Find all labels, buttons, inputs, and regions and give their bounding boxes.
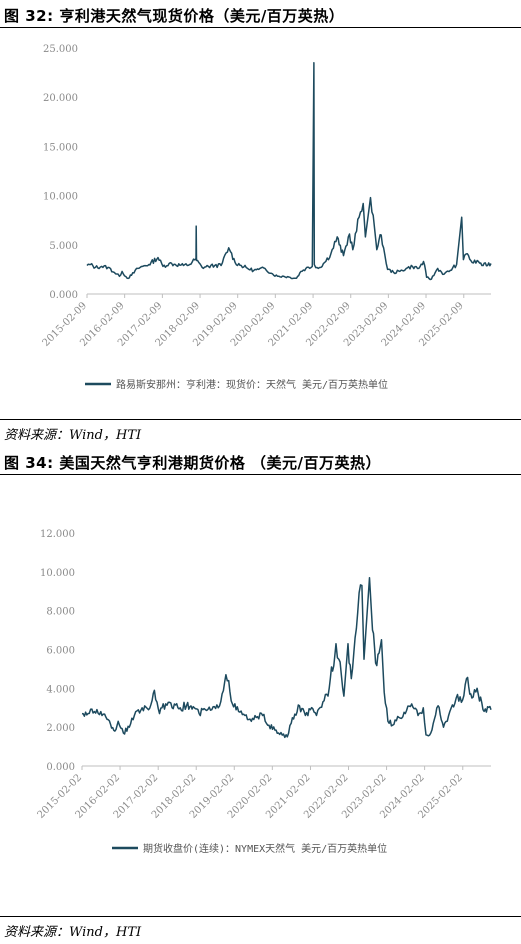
y-tick-label: 8.000 [46,607,75,618]
y-tick-label: 5.000 [49,241,78,252]
y-tick-label: 15.000 [43,142,78,153]
figure-34-title: 图 34: 美国天然气亨利港期货价格 （美元/百万英热） [4,454,382,472]
figure-34-title-rule [0,474,521,475]
figure-34-bottom-rule [0,916,521,917]
figure-32-title-rule [0,27,521,28]
figure-34-source: 资料来源：Wind，HTI [4,925,142,940]
legend-label: 路易斯安那州：亨利港：现货价：天然气 美元/百万英热单位 [116,378,388,391]
y-tick-label: 6.000 [46,646,75,657]
futures-price-chart: 0.0002.0004.0006.0008.00010.00012.000201… [36,529,492,855]
y-tick-label: 10.000 [40,568,75,579]
legend-label: 期货收盘价(连续)：NYMEX天然气 美元/百万英热单位 [143,842,387,855]
spot-price-chart: 0.0005.00010.00015.00020.00025.0002015-0… [41,44,492,391]
series-line [81,576,492,739]
y-tick-label: 20.000 [43,93,78,104]
figure-32-source: 资料来源：Wind，HTI [4,428,142,443]
y-tick-label: 2.000 [46,723,75,734]
y-tick-label: 0.000 [46,762,75,773]
y-tick-label: 4.000 [46,684,75,695]
y-tick-label: 25.000 [43,44,78,55]
y-tick-label: 12.000 [40,529,75,540]
y-tick-label: 0.000 [49,290,78,301]
figure-32-bottom-rule [0,419,521,420]
y-tick-label: 10.000 [43,192,78,203]
series-line [86,62,492,281]
figure-32-title: 图 32: 亨利港天然气现货价格（美元/百万英热） [4,7,345,25]
